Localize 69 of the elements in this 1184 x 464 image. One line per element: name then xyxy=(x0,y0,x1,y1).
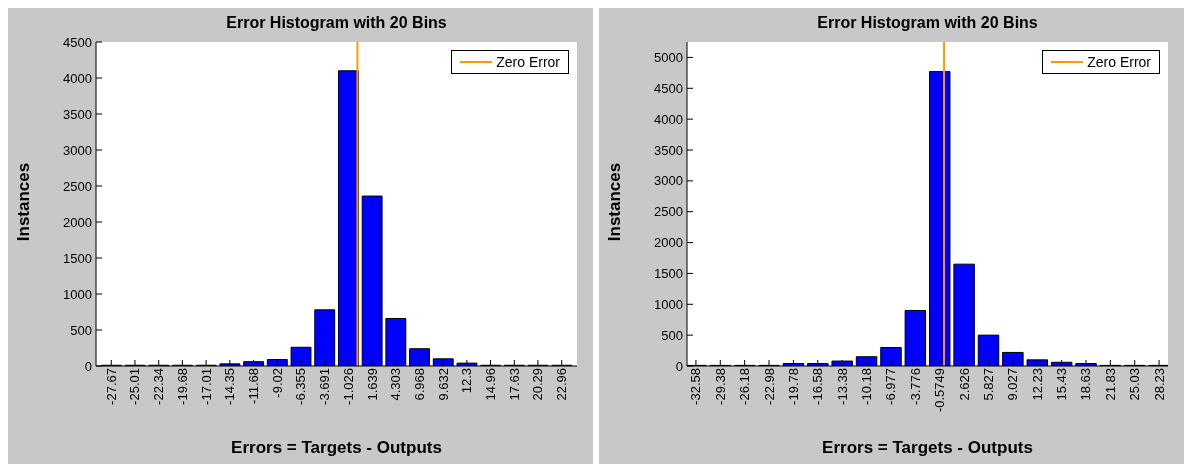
x-tick-label: 21.83 xyxy=(1102,368,1118,401)
x-tick-label: 25.03 xyxy=(1127,368,1143,401)
y-axis-title: Instances xyxy=(14,162,34,242)
legend-label: Zero Error xyxy=(1087,54,1151,70)
x-tick-label: 28.23 xyxy=(1151,368,1167,401)
x-tick-label: -6.977 xyxy=(883,368,899,405)
legend-label: Zero Error xyxy=(496,54,560,70)
y-tick-label: 4000 xyxy=(654,111,683,127)
y-axis-title: Instances xyxy=(605,162,625,242)
x-tick-label: -22.34 xyxy=(151,368,167,405)
x-tick-label: -25.01 xyxy=(127,368,143,405)
x-tick-label: -3.776 xyxy=(907,368,923,405)
x-tick-label: 1.639 xyxy=(364,368,380,401)
y-tick-label: 2500 xyxy=(654,204,683,220)
x-tick-label: -22.98 xyxy=(761,368,777,405)
y-tick-label: 1500 xyxy=(63,250,92,266)
x-tick-label: 18.63 xyxy=(1078,368,1094,401)
y-tick-label: 4500 xyxy=(654,80,683,96)
y-tick-label: 3500 xyxy=(654,142,683,158)
x-tick-label: -10.18 xyxy=(859,368,875,405)
x-tick-label: -9.02 xyxy=(269,368,285,398)
x-tick-label: -1.026 xyxy=(340,368,356,405)
x-axis-title: Errors = Targets - Outputs xyxy=(821,438,1034,458)
x-tick-label: -13.38 xyxy=(834,368,850,405)
x-tick-label: -17.01 xyxy=(198,368,214,405)
y-tick-label: 4000 xyxy=(63,70,92,86)
x-tick-label: 17.63 xyxy=(506,368,522,401)
y-tick-label: 500 xyxy=(70,322,92,338)
x-tick-label: -19.78 xyxy=(785,368,801,405)
y-tick-label: 4500 xyxy=(63,34,92,50)
y-tick-label: 0 xyxy=(84,358,92,374)
x-tick-label: 9.632 xyxy=(435,368,451,401)
chart-title: Error Histogram with 20 Bins xyxy=(225,14,448,32)
y-tick-label: 0 xyxy=(675,358,683,374)
x-tick-label: 9.027 xyxy=(1005,368,1021,401)
y-tick-label: 2000 xyxy=(63,214,92,230)
x-tick-label: -26.18 xyxy=(737,368,753,405)
y-tick-label: 1500 xyxy=(654,266,683,282)
y-tick-label: 3000 xyxy=(654,173,683,189)
x-tick-label: -32.58 xyxy=(688,368,704,405)
y-tick-label: 5000 xyxy=(654,50,683,66)
y-tick-label: 2000 xyxy=(654,235,683,251)
x-tick-label: 12.23 xyxy=(1029,368,1045,401)
x-tick-label: 6.968 xyxy=(411,368,427,401)
x-tick-label: -19.68 xyxy=(174,368,190,405)
x-tick-label: 20.29 xyxy=(530,368,546,401)
y-tick-label: 500 xyxy=(661,327,683,343)
x-tick-label: 5.827 xyxy=(980,368,996,401)
y-tick-label: 1000 xyxy=(654,296,683,312)
x-tick-label: -14.35 xyxy=(222,368,238,405)
x-tick-label: 15.43 xyxy=(1054,368,1070,401)
x-tick-label: -27.67 xyxy=(103,368,119,405)
x-tick-label: -0.5749 xyxy=(932,368,948,413)
y-tick-label: 3500 xyxy=(63,106,92,122)
y-tick-label: 3000 xyxy=(63,142,92,158)
x-tick-label: -3.691 xyxy=(317,368,333,405)
x-axis-title: Errors = Targets - Outputs xyxy=(230,438,443,458)
x-tick-label: 2.626 xyxy=(956,368,972,401)
x-tick-label: -16.58 xyxy=(810,368,826,405)
y-tick-label: 2500 xyxy=(63,178,92,194)
x-tick-label: -11.68 xyxy=(246,368,262,404)
y-tick-label: 1000 xyxy=(63,286,92,302)
chart-title: Error Histogram with 20 Bins xyxy=(816,14,1039,32)
x-tick-label: 4.303 xyxy=(388,368,404,401)
x-tick-label: 14.96 xyxy=(483,368,499,401)
x-tick-label: 22.96 xyxy=(554,368,570,401)
x-tick-label: -29.38 xyxy=(712,368,728,405)
x-tick-label: -6.355 xyxy=(293,368,309,405)
x-tick-label: 12.3 xyxy=(459,368,475,394)
